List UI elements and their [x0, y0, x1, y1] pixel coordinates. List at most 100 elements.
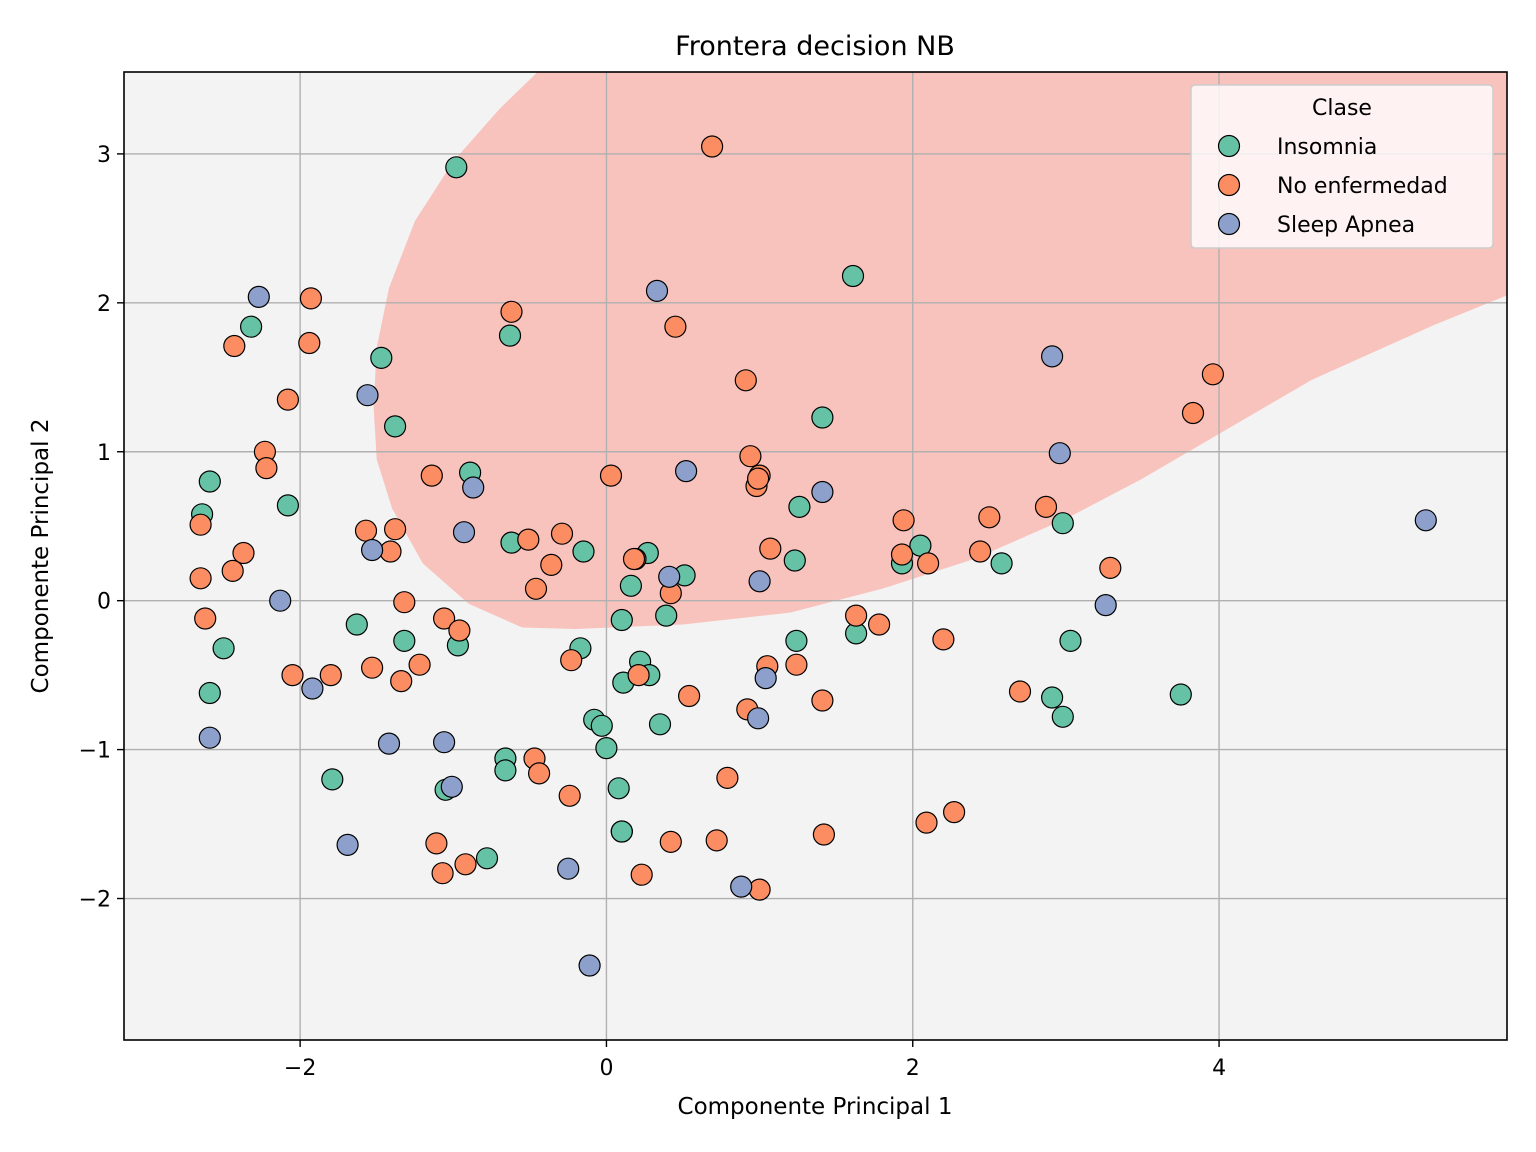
point-no-enfermedad [811, 689, 834, 712]
y-tick-label: 2 [97, 292, 111, 317]
point-no-enfermedad [354, 519, 378, 542]
point-no-enfermedad [942, 800, 966, 824]
point-insomnia [393, 629, 416, 653]
y-tick-label: −1 [79, 739, 111, 764]
point-sleep-apnea [1414, 509, 1437, 532]
x-tick-label: 4 [1212, 1056, 1226, 1081]
point-no-enfermedad [319, 663, 342, 687]
point-sleep-apnea [452, 521, 476, 544]
point-no-enfermedad [281, 663, 304, 687]
point-no-enfermedad [299, 287, 322, 310]
point-insomnia [785, 629, 808, 653]
point-no-enfermedad [384, 518, 407, 541]
point-sleep-apnea [356, 384, 379, 407]
point-no-enfermedad [659, 830, 682, 854]
point-sleep-apnea [658, 565, 681, 588]
point-insomnia [212, 637, 235, 660]
point-no-enfermedad [390, 669, 413, 693]
point-sleep-apnea [462, 476, 485, 499]
point-sleep-apnea [198, 726, 221, 749]
point-no-enfermedad [700, 135, 724, 158]
legend-marker-sleep-apnea [1217, 212, 1241, 236]
point-no-enfermedad [664, 315, 687, 338]
point-insomnia [321, 768, 344, 791]
y-tick-label: −2 [79, 888, 111, 913]
point-insomnia [198, 470, 221, 493]
point-no-enfermedad [550, 522, 574, 545]
y-tick-label: 3 [97, 143, 111, 168]
point-no-enfermedad [978, 506, 1001, 529]
y-axis-label: Componente Principal 2 [28, 419, 54, 694]
point-no-enfermedad [630, 863, 653, 886]
point-no-enfermedad [221, 559, 244, 583]
point-sleep-apnea [336, 833, 359, 857]
point-no-enfermedad [890, 543, 914, 566]
x-axis-ticks: −2 0 2 4 [284, 1040, 1226, 1081]
point-sleep-apnea [557, 857, 580, 880]
point-no-enfermedad [408, 653, 431, 676]
point-no-enfermedad [189, 513, 212, 536]
point-insomnia [1051, 512, 1074, 535]
point-no-enfermedad [812, 823, 836, 846]
y-tick-label: 1 [97, 441, 111, 466]
point-no-enfermedad [1008, 680, 1032, 703]
grid-lines [124, 72, 1507, 1040]
point-insomnia [240, 315, 263, 338]
y-tick-label: 0 [97, 590, 111, 615]
point-no-enfermedad [448, 619, 471, 642]
point-sleep-apnea [674, 460, 698, 483]
point-insomnia [345, 613, 368, 636]
point-insomnia [990, 552, 1013, 575]
point-no-enfermedad [844, 604, 868, 627]
point-insomnia [198, 681, 221, 705]
point-insomnia [788, 495, 811, 518]
legend-marker-insomnia [1217, 134, 1241, 158]
plot-frame [123, 71, 1508, 1041]
point-no-enfermedad [255, 457, 278, 480]
legend-label-sleep-apnea: Sleep Apnea [1277, 213, 1415, 238]
point-no-enfermedad [276, 388, 299, 411]
point-no-enfermedad [517, 528, 540, 551]
point-insomnia [498, 324, 522, 347]
point-no-enfermedad [734, 369, 757, 392]
point-insomnia [610, 820, 633, 843]
point-sleep-apnea [377, 732, 401, 755]
point-no-enfermedad [425, 832, 448, 855]
point-sleep-apnea [247, 285, 270, 308]
point-insomnia [494, 759, 517, 782]
point-no-enfermedad [189, 567, 212, 590]
point-no-enfermedad [627, 663, 650, 687]
point-sleep-apnea [440, 775, 463, 798]
point-insomnia [475, 847, 499, 870]
legend-marker-no-enfermedad [1217, 173, 1241, 197]
point-no-enfermedad [759, 537, 782, 560]
point-no-enfermedad [915, 811, 938, 834]
point-sleep-apnea [361, 538, 384, 562]
point-no-enfermedad [454, 853, 477, 876]
point-sleep-apnea [578, 954, 601, 977]
legend: Clase Insomnia No enfermedad Sleep Apnea [1190, 84, 1494, 249]
point-no-enfermedad [892, 509, 915, 532]
point-sleep-apnea [748, 570, 771, 593]
point-no-enfermedad [705, 829, 728, 852]
point-no-enfermedad [1181, 401, 1205, 425]
point-insomnia [370, 346, 393, 369]
point-sleep-apnea [1094, 593, 1117, 617]
point-sleep-apnea [645, 279, 669, 302]
legend-label-insomnia: Insomnia [1277, 135, 1377, 160]
point-no-enfermedad [431, 862, 454, 885]
point-sleep-apnea [811, 480, 834, 504]
point-no-enfermedad [746, 467, 770, 490]
point-insomnia [445, 156, 468, 179]
point-no-enfermedad [622, 547, 646, 571]
point-no-enfermedad [867, 613, 891, 636]
point-no-enfermedad [379, 540, 402, 563]
point-no-enfermedad [916, 552, 940, 575]
point-sleep-apnea [1048, 442, 1071, 465]
x-tick-label: −2 [284, 1056, 316, 1081]
point-insomnia [384, 415, 407, 438]
point-no-enfermedad [560, 649, 583, 672]
point-no-enfermedad [599, 464, 623, 487]
point-sleep-apnea [433, 731, 456, 754]
point-no-enfermedad [298, 331, 321, 355]
